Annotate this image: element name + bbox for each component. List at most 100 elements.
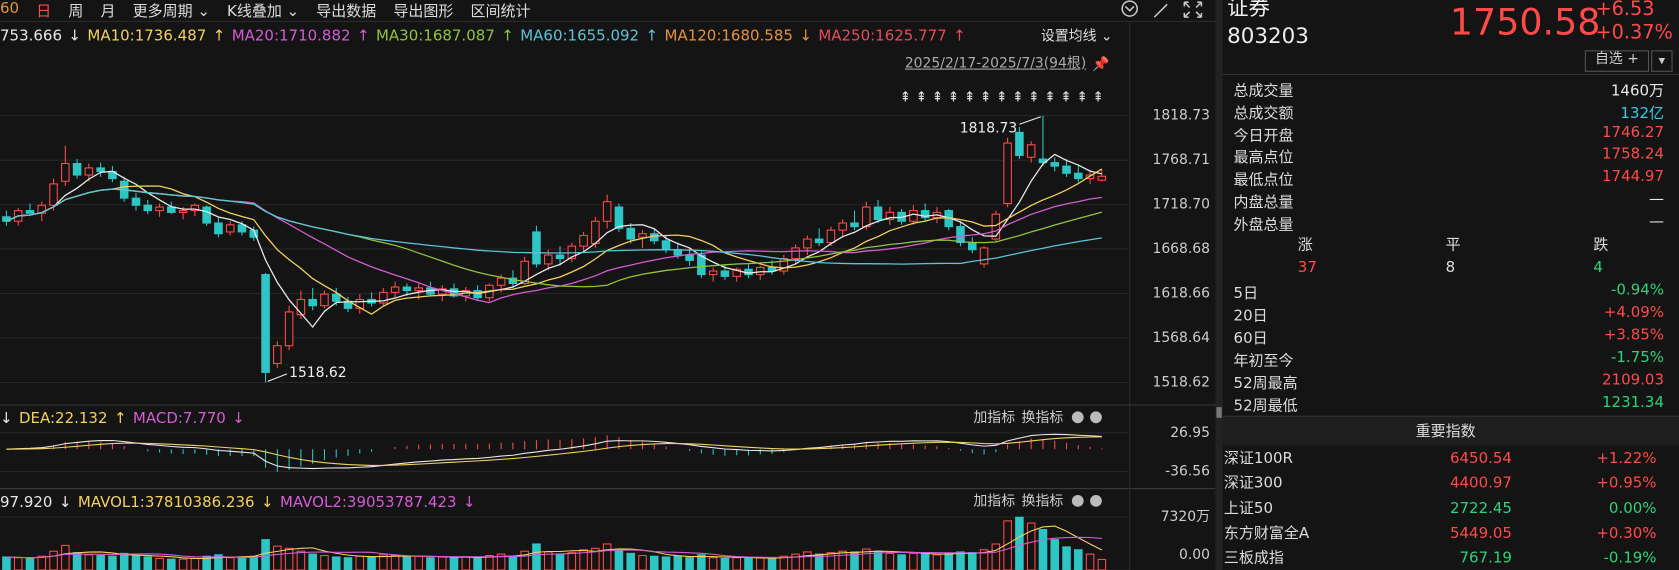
indicator-button[interactable]: 换指标 [1021, 493, 1064, 510]
candle-body [1097, 175, 1107, 181]
settings-icon[interactable] [1071, 411, 1084, 424]
legend-arrow: ↑ [645, 27, 659, 45]
watch-button[interactable]: 自选 + [1584, 50, 1650, 72]
toolbar-item[interactable]: 周 [68, 3, 84, 21]
indicator-button[interactable]: 加指标 [973, 493, 1016, 510]
legend-value: MAVOL1:37810386.236 [77, 493, 255, 512]
candle-body [355, 298, 365, 309]
candle-body [84, 167, 94, 176]
index-pct: +1.22% [1596, 449, 1657, 468]
volume-bar [979, 549, 989, 570]
index-pct: +0.30% [1596, 524, 1657, 543]
candle-body [1003, 142, 1012, 205]
security-name: 证券 [1227, 0, 1270, 21]
volume-bar [885, 552, 895, 570]
toolbar-item[interactable]: 导出数据 [316, 3, 377, 21]
close-icon[interactable] [1090, 411, 1102, 424]
candle-body [473, 290, 482, 299]
index-name[interactable]: 深证100R [1223, 449, 1293, 468]
volume-bar [437, 556, 447, 570]
candle-body [331, 293, 341, 302]
volume-bar [143, 556, 153, 570]
candle-body [296, 298, 306, 316]
breadth-label: 平 [1445, 236, 1461, 254]
volume-bar [814, 553, 824, 570]
stat-value: 132亿 [1620, 104, 1665, 122]
candle-body [1062, 165, 1071, 174]
candles [2, 115, 1107, 383]
candle-body [909, 210, 918, 222]
volume-bar [803, 551, 812, 570]
annotation-arrow [267, 373, 288, 382]
volume-bar [1038, 529, 1048, 570]
pin-icon[interactable]: 📌 [1092, 54, 1109, 72]
volume-bar [190, 557, 200, 570]
candle-body [379, 291, 388, 304]
stat-label: 最高点位 [1233, 149, 1294, 167]
ma-setting[interactable]: 设置均线 ⌄ [1040, 28, 1113, 45]
candle-body [649, 233, 659, 242]
index-name[interactable]: 深证300 [1223, 474, 1283, 493]
volume-bar [367, 556, 376, 570]
candle-body [614, 206, 624, 229]
volume-bar [273, 545, 282, 570]
stat-value: -1.75% [1610, 349, 1665, 367]
stat-label: 52周最高 [1233, 374, 1298, 393]
index-name[interactable]: 上证50 [1223, 499, 1273, 518]
index-value: 2722.45 [1449, 499, 1512, 518]
scrollbar[interactable] [1215, 0, 1223, 570]
index-pct: +0.95% [1596, 474, 1657, 493]
indicator-button[interactable]: 换指标 [1021, 410, 1064, 427]
volume-bar [284, 547, 294, 570]
legend-arrow: ↑ [212, 27, 226, 45]
volume-bar [508, 555, 518, 570]
toolbar-item[interactable]: K线叠加 ⌄ [227, 3, 300, 21]
index-name[interactable]: 三板成指 [1223, 549, 1284, 567]
toolbar-icons[interactable] [1121, 0, 1203, 18]
candle-body [685, 254, 694, 261]
toolbar-item[interactable]: 更多周期 ⌄ [132, 3, 210, 21]
volume-bar [661, 556, 671, 570]
stat-label: 20日 [1233, 307, 1268, 325]
volume-bar [296, 550, 306, 570]
toolbar-item[interactable]: 导出图形 [393, 3, 454, 21]
indicator-button[interactable]: 加指标 [973, 410, 1016, 427]
volume-bar [873, 550, 883, 570]
toolbar-item[interactable]: 60 [0, 0, 20, 18]
y-tick-label: 26.95 [1170, 425, 1210, 441]
index-name[interactable]: 东方财富全A [1223, 524, 1310, 543]
volume-bar [426, 557, 435, 570]
volume-bar [119, 552, 129, 570]
close-icon[interactable] [1090, 494, 1102, 507]
candle-body [532, 231, 541, 265]
candle-body [626, 227, 635, 240]
settings-icon[interactable] [1071, 494, 1084, 507]
stat-label: 今日开盘 [1233, 127, 1294, 145]
stat-value: 1460万 [1610, 82, 1665, 100]
chart-area: ⇞ ⇞ ⇞ ⇞ ⇞ ⇞ ⇞ ⇞ ⇞ ⇞ ⇞ ⇞ ⇞ 📌 1818.73 1768.… [0, 0, 1216, 570]
change: +6.53 [1595, 0, 1655, 21]
volume-bar [320, 555, 329, 570]
volume-bar [897, 554, 906, 570]
volume-bar [991, 543, 1001, 570]
candle-body [720, 270, 730, 277]
toolbar-item[interactable]: 区间统计 [470, 3, 531, 21]
menu-button[interactable]: ▾ [1651, 50, 1673, 72]
volume-bar [13, 557, 23, 570]
volume-bar [968, 552, 977, 570]
candle-body [61, 162, 70, 182]
candle-body [190, 204, 200, 212]
ma-line [6, 188, 1103, 288]
legend-value: MACD:7.770 [132, 410, 226, 428]
date-range[interactable]: 2025/2/17-2025/7/3(94根) [904, 55, 1087, 72]
stat-label: 最低点位 [1233, 171, 1294, 189]
stat-label: 外盘总量 [1233, 216, 1294, 234]
candle-body [402, 286, 412, 292]
ma-line [6, 168, 1103, 315]
y-tick-label: 1568.64 [1153, 330, 1211, 346]
y-tick-label: 1668.68 [1153, 241, 1210, 257]
candle-body [991, 213, 1001, 240]
toolbar-item[interactable]: 日 [36, 3, 52, 21]
volume-bar [72, 552, 82, 570]
toolbar-item[interactable]: 月 [100, 3, 116, 21]
